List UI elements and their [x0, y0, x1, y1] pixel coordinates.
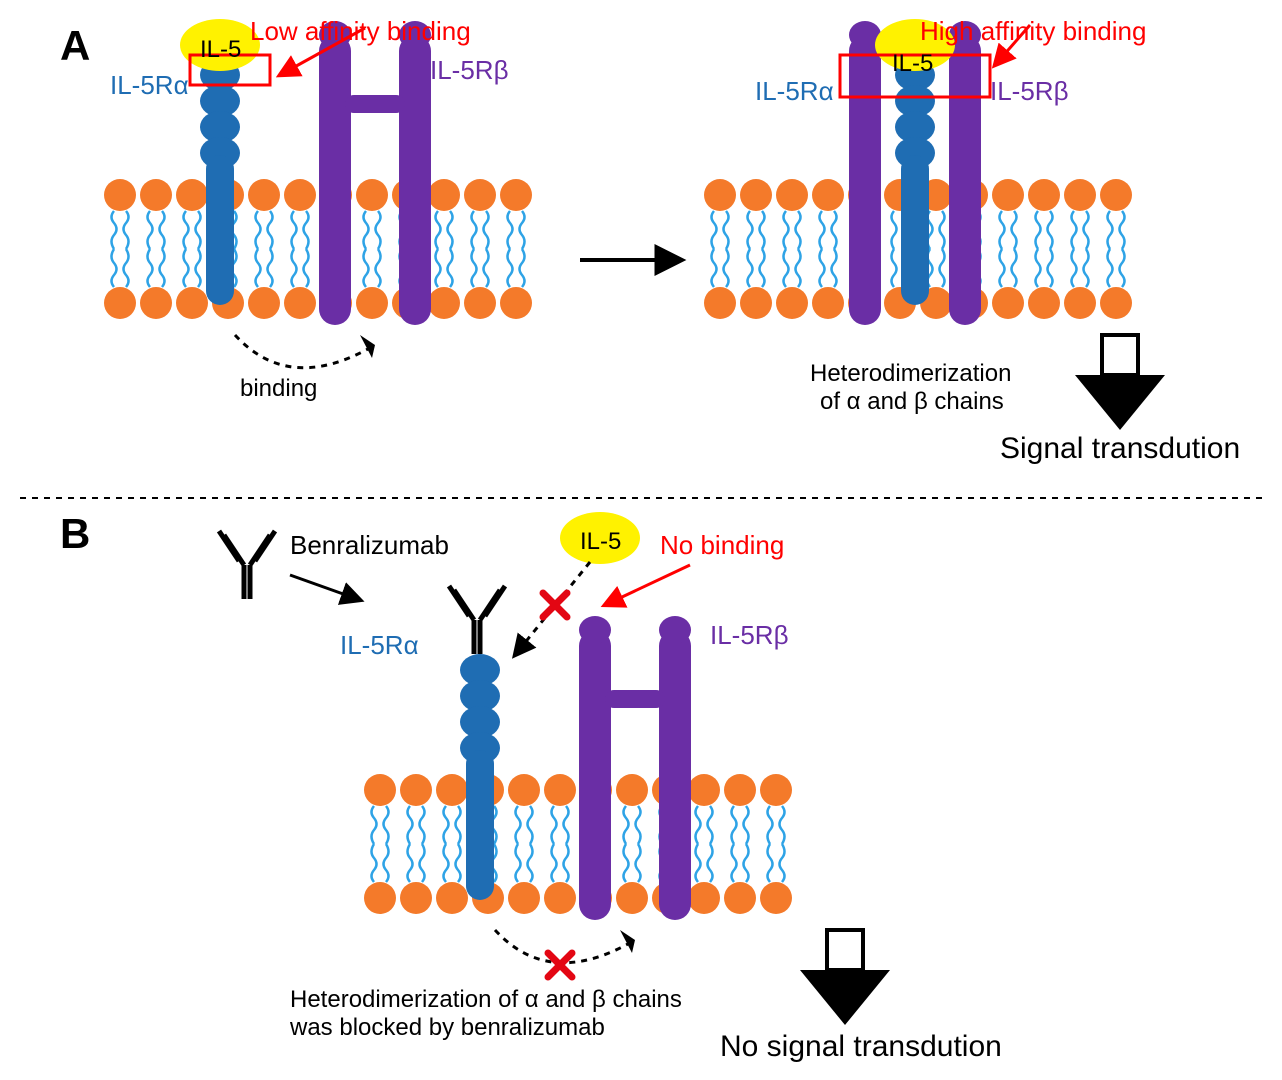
panelA-left-binding: binding [240, 375, 317, 403]
panelA-left-il5: IL-5 [200, 36, 241, 64]
diagram-canvas: A B IL-5 IL-5Rα IL-5Rβ Low affinity bind… [0, 0, 1282, 1080]
panelA-right-hetero1: Heterodimerization [810, 360, 1011, 388]
panelA-right-beta-label: IL-5Rβ [990, 76, 1069, 107]
panel-letter-B: B [60, 510, 90, 558]
panelB-drug: Benralizumab [290, 530, 449, 561]
panelA-right-il5: IL-5 [892, 50, 933, 78]
panelA-result: Signal transdution [1000, 432, 1240, 466]
panelB [219, 512, 890, 1025]
panelB-result: No signal transdution [720, 1030, 1002, 1064]
panelA-left-alpha-label: IL-5Rα [110, 70, 189, 101]
panelA-right-affinity: High affinity binding [920, 16, 1146, 47]
panelB-hetero1: Heterodimerization of α and β chains [290, 986, 682, 1014]
panelA-right-alpha-label: IL-5Rα [755, 76, 834, 107]
panelA-left-beta-label: IL-5Rβ [430, 55, 509, 86]
panelA-right-hetero2: of α and β chains [820, 388, 1004, 416]
panelB-nobind: No binding [660, 530, 784, 561]
panelB-il5: IL-5 [580, 528, 621, 556]
panelB-beta: IL-5Rβ [710, 620, 789, 651]
panel-letter-A: A [60, 22, 90, 70]
panelB-alpha: IL-5Rα [340, 630, 419, 661]
diagram-svg [0, 0, 1282, 1080]
panelA-left-affinity: Low affinity binding [250, 16, 471, 47]
panelB-hetero2: was blocked by benralizumab [290, 1014, 605, 1042]
